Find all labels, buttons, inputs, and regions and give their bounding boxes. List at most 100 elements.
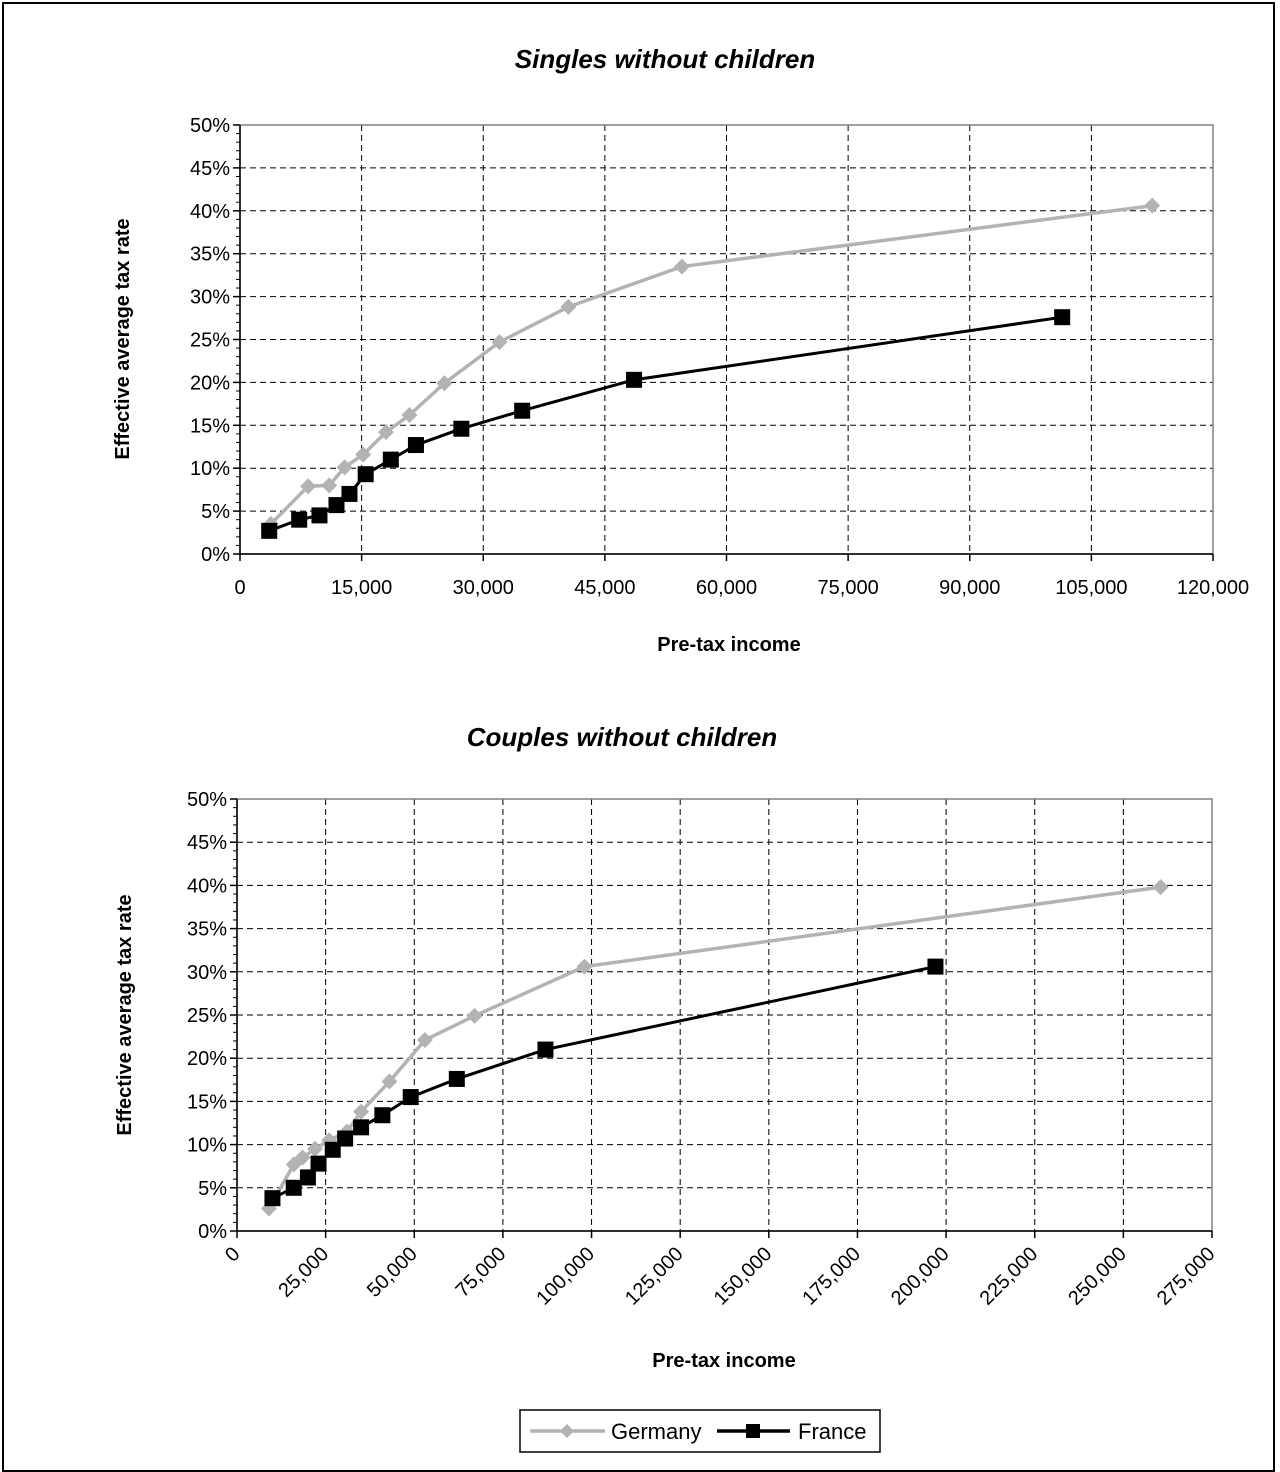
y-tick-label: 20% xyxy=(187,1048,227,1070)
data-point-france xyxy=(357,466,374,483)
data-point-france xyxy=(337,1130,354,1147)
y-tick-label: 5% xyxy=(198,1178,227,1200)
data-point-germany xyxy=(491,334,508,351)
x-tick-label: 30,000 xyxy=(453,577,514,599)
y-tick-label: 10% xyxy=(187,1135,227,1157)
x-tick-label: 150,000 xyxy=(710,1243,777,1310)
y-tick-label: 30% xyxy=(190,287,230,309)
legend-france-square-icon xyxy=(746,1424,760,1438)
data-point-france xyxy=(537,1041,554,1058)
y-tick-label: 35% xyxy=(187,919,227,941)
data-point-france xyxy=(310,1155,327,1172)
data-point-germany xyxy=(416,1032,433,1049)
x-tick-label: 50,000 xyxy=(363,1243,422,1302)
x-tick-label: 100,000 xyxy=(532,1243,599,1310)
x-tick-label: 105,000 xyxy=(1055,577,1127,599)
data-point-france xyxy=(299,1169,316,1186)
data-point-france xyxy=(927,958,944,975)
data-point-germany xyxy=(377,424,394,441)
data-point-germany xyxy=(401,407,418,424)
data-point-france xyxy=(264,1190,281,1207)
data-point-germany xyxy=(321,477,338,494)
y-tick-label: 15% xyxy=(187,1091,227,1113)
data-point-germany xyxy=(673,258,690,275)
y-axis-title: Effective average tax rate xyxy=(112,218,134,459)
data-point-france xyxy=(402,1089,419,1106)
data-point-germany xyxy=(300,478,317,495)
x-tick-label: 125,000 xyxy=(621,1243,688,1310)
x-tick-label: 0 xyxy=(221,1243,244,1266)
plot-area-border xyxy=(236,798,1213,1232)
data-point-france xyxy=(328,497,345,514)
x-axis-title: Pre-tax income xyxy=(652,1350,795,1372)
data-point-germany xyxy=(307,1140,323,1157)
x-tick-label: 25,000 xyxy=(274,1243,333,1302)
data-point-france xyxy=(514,402,531,419)
y-tick-label: 30% xyxy=(187,962,227,984)
legend-france-label: France xyxy=(798,1419,866,1444)
x-tick-label: 200,000 xyxy=(887,1243,954,1310)
series-line-france xyxy=(268,315,1063,533)
y-tick-label: 50% xyxy=(187,789,227,811)
y-tick-label: 0% xyxy=(201,544,230,566)
y-tick-label: 45% xyxy=(187,832,227,854)
data-point-france xyxy=(261,522,278,539)
data-point-france xyxy=(374,1107,391,1124)
data-point-france xyxy=(353,1119,370,1136)
y-tick-label: 5% xyxy=(201,501,230,523)
y-tick-label: 25% xyxy=(187,1005,227,1027)
x-tick-label: 120,000 xyxy=(1177,577,1249,599)
data-point-france xyxy=(626,371,643,388)
y-axis-title: Effective average tax rate xyxy=(114,894,136,1135)
y-tick-label: 0% xyxy=(198,1221,227,1243)
data-point-france xyxy=(341,485,358,502)
series-line-germany xyxy=(267,885,1161,1210)
data-point-germany xyxy=(560,298,577,315)
chart-couples: Couples without children 0% 5% 10% 15% 20% 25… xyxy=(114,722,1220,1372)
chart-title: Couples without children xyxy=(467,722,778,752)
chart-singles: Singles without children 0% 5% 10% 15% 20% 25… xyxy=(112,44,1249,656)
data-point-germany xyxy=(1152,879,1169,896)
x-tick-label: 15,000 xyxy=(331,577,392,599)
data-point-germany xyxy=(466,1007,483,1024)
y-tick-label: 40% xyxy=(187,875,227,897)
data-point-france xyxy=(448,1070,465,1087)
y-tick-label: 15% xyxy=(190,415,230,437)
data-point-germany xyxy=(353,1103,370,1120)
x-tick-label: 90,000 xyxy=(939,577,1000,599)
data-point-germany xyxy=(436,375,453,392)
data-point-france xyxy=(285,1179,302,1196)
data-point-germany xyxy=(381,1073,398,1090)
legend-germany-diamond-icon xyxy=(560,1424,574,1438)
x-axis-title: Pre-tax income xyxy=(657,634,800,656)
data-point-france xyxy=(291,511,308,528)
data-point-france xyxy=(407,437,424,454)
data-point-france xyxy=(311,507,328,524)
data-point-france xyxy=(324,1141,341,1158)
x-tick-label: 250,000 xyxy=(1064,1243,1131,1310)
x-tick-label: 275,000 xyxy=(1153,1243,1220,1310)
y-tick-label: 50% xyxy=(190,115,230,137)
data-point-germany xyxy=(1144,197,1161,214)
data-point-france xyxy=(1054,309,1071,326)
series-line-france xyxy=(271,965,936,1200)
data-point-germany xyxy=(576,958,593,975)
x-tick-label: 75,000 xyxy=(818,577,879,599)
x-tick-label: 45,000 xyxy=(574,577,635,599)
y-tick-label: 10% xyxy=(190,458,230,480)
data-point-germany xyxy=(336,459,353,476)
data-point-france xyxy=(453,420,470,437)
chart-title: Singles without children xyxy=(515,44,815,74)
x-tick-label: 225,000 xyxy=(976,1243,1043,1310)
legend-germany-label: Germany xyxy=(611,1419,701,1444)
y-tick-label: 45% xyxy=(190,158,230,180)
data-point-germany xyxy=(355,446,372,463)
y-tick-label: 25% xyxy=(190,330,230,352)
x-tick-label: 0 xyxy=(234,577,245,599)
x-tick-label: 75,000 xyxy=(452,1243,511,1302)
x-tick-label: 60,000 xyxy=(696,577,757,599)
x-tick-label: 175,000 xyxy=(798,1243,865,1310)
y-tick-label: 35% xyxy=(190,244,230,266)
